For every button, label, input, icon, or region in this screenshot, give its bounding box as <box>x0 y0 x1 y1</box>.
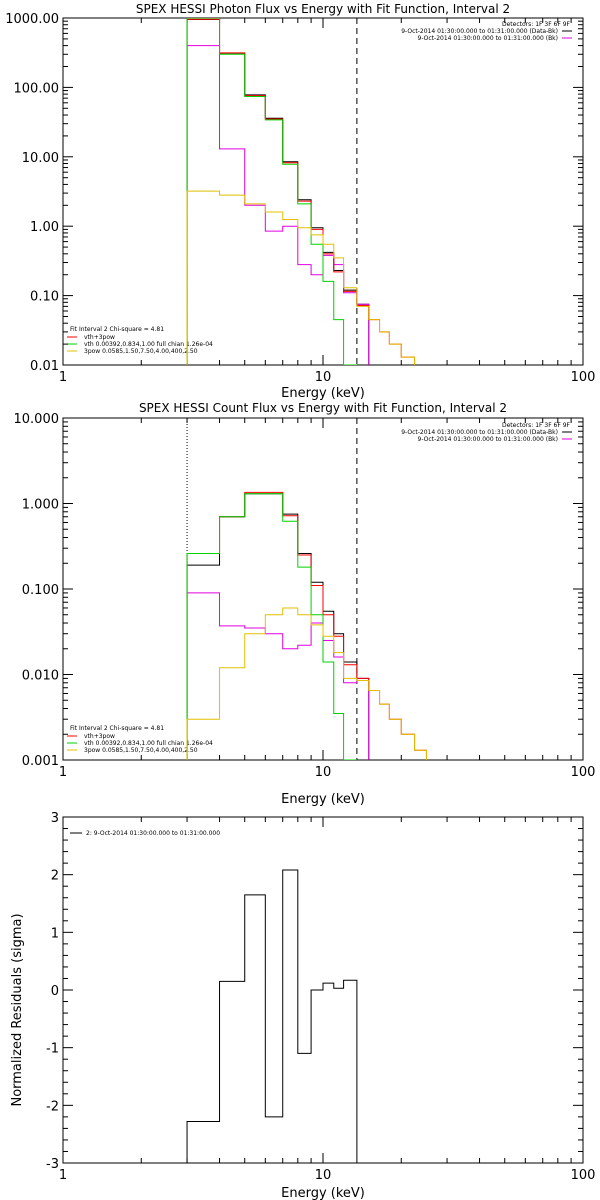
photon-flux-series-1 <box>186 45 370 365</box>
fit-legend-total: vth+3pow <box>84 334 115 341</box>
residuals-y-tick-label: -2 <box>46 1099 59 1114</box>
photon-flux-y-axis: 0.01 0.10 1.00 10.00 100.00 1000.00 <box>5 12 583 374</box>
bk-label: 9-Oct-2014 01:30:00.000 to 01:31:00.000 … <box>418 436 559 443</box>
count-flux-fit-legend: Fit Interval 2 Chi-square = 4.81 vth+3po… <box>67 725 213 754</box>
photon-flux-series-4 <box>186 190 416 365</box>
residuals-xlabel: Energy (keV) <box>281 1186 365 1200</box>
count-flux-x-tick-label: 100 <box>571 765 596 780</box>
photon-flux-plot-frame <box>62 17 584 366</box>
count-flux-y-tick-label: 0.100 <box>22 583 59 598</box>
photon-flux-info: Detectors: 1F 3F 6F 9F 9-Oct-2014 01:30:… <box>401 21 572 42</box>
count-flux-info: Detectors: 1F 3F 6F 9F 9-Oct-2014 01:30:… <box>401 422 572 443</box>
photon-flux-series-3 <box>186 18 357 365</box>
photon-flux-series-group <box>186 18 416 365</box>
count-flux-series-4 <box>186 607 427 760</box>
residuals-y-tick-label: 3 <box>51 811 59 826</box>
residuals-legend-label: 2: 9-Oct-2014 01:30:00.000 to 01:31:00.0… <box>86 830 220 837</box>
residuals-y-tick-label: 0 <box>51 984 59 999</box>
count-flux-y-tick-label: 10.000 <box>14 412 60 427</box>
count-flux-x-tick-label: 1 <box>59 765 67 780</box>
count-flux-y-tick-label: 0.001 <box>22 754 59 769</box>
residuals-legend: 2: 9-Oct-2014 01:30:00.000 to 01:31:00.0… <box>70 830 220 837</box>
fit-legend-total: vth+3pow <box>84 733 115 740</box>
fit-legend-title: Fit Interval 2 Chi-square = 4.81 <box>70 725 164 732</box>
count-flux-series-0 <box>186 493 370 760</box>
residuals-ylabel: Normalized Residuals (sigma) <box>10 913 25 1106</box>
fit-legend-3pow: 3pow 0.0585,1.50,7.50,4.00,400,2.50 <box>84 747 198 754</box>
data-bk-label: 9-Oct-2014 01:30:00.000 to 01:31:00.000 … <box>401 429 558 436</box>
fit-legend-3pow: 3pow 0.0585,1.50,7.50,4.00,400,2.50 <box>84 348 198 355</box>
residuals-x-axis: 1 10 100 <box>59 817 596 1183</box>
count-flux-series-1 <box>186 592 370 760</box>
residuals-y-tick-label: -1 <box>46 1042 59 1057</box>
count-flux-y-tick-label: 0.010 <box>22 669 59 684</box>
bk-label: 9-Oct-2014 01:30:00.000 to 01:31:00.000 … <box>418 35 559 42</box>
count-flux-y-tick-label: 1.000 <box>22 498 59 513</box>
count-flux-x-tick-label: 10 <box>315 765 332 780</box>
residuals-y-axis: -3 -2 -1 0 1 2 3 <box>46 811 583 1172</box>
detectors-label: Detectors: 1F 3F 6F 9F <box>502 422 571 429</box>
residuals-panel: Energy (keV) Normalized Residuals (sigma… <box>10 811 595 1200</box>
count-flux-xlabel: Energy (keV) <box>281 792 365 807</box>
photon-flux-series-2 <box>186 18 416 365</box>
count-flux-title: SPEX HESSI Count Flux vs Energy with Fit… <box>139 401 507 415</box>
residuals-y-tick-label: 2 <box>51 869 59 884</box>
residuals-x-tick-label: 10 <box>315 1168 332 1183</box>
fit-legend-vth: vth 0.00392,0.834,1.00 full chian 1.26e-… <box>84 740 213 747</box>
photon-flux-x-tick-label: 10 <box>315 370 332 385</box>
fit-legend-vth: vth 0.00392,0.834,1.00 full chian 1.26e-… <box>84 341 213 348</box>
detectors-label: Detectors: 1F 3F 6F 9F <box>502 21 571 28</box>
fit-legend-title: Fit Interval 2 Chi-square = 4.81 <box>70 326 164 333</box>
photon-flux-y-tick-label: 0.01 <box>30 359 59 374</box>
residuals-series-group <box>186 869 358 1163</box>
photon-flux-y-tick-label: 1.00 <box>30 220 59 235</box>
photon-flux-panel: SPEX HESSI Photon Flux vs Energy with Fi… <box>5 2 595 401</box>
count-flux-panel: SPEX HESSI Count Flux vs Energy with Fit… <box>14 401 596 807</box>
photon-flux-y-tick-label: 1000.00 <box>5 12 59 27</box>
residuals-y-tick-label: 1 <box>51 926 59 941</box>
photon-flux-x-tick-label: 100 <box>571 370 596 385</box>
photon-flux-y-tick-label: 0.10 <box>30 290 59 305</box>
photon-flux-xlabel: Energy (keV) <box>281 386 365 401</box>
photon-flux-series-0 <box>186 19 370 365</box>
residuals-x-tick-label: 1 <box>59 1168 67 1183</box>
photon-flux-y-tick-label: 10.00 <box>22 151 59 166</box>
data-bk-label: 9-Oct-2014 01:30:00.000 to 01:31:00.000 … <box>401 28 558 35</box>
residuals-y-tick-label: -3 <box>46 1157 59 1172</box>
photon-flux-title: SPEX HESSI Photon Flux vs Energy with Fi… <box>136 2 510 16</box>
count-flux-series-group <box>186 491 427 760</box>
photon-flux-x-tick-label: 1 <box>59 370 67 385</box>
residuals-x-tick-label: 100 <box>571 1168 596 1183</box>
count-flux-series-3 <box>186 493 357 760</box>
photon-flux-y-tick-label: 100.00 <box>14 81 60 96</box>
count-flux-y-axis: 0.001 0.010 0.100 1.000 10.000 <box>14 412 583 769</box>
residuals-series-0 <box>186 869 358 1163</box>
photon-flux-fit-legend: Fit Interval 2 Chi-square = 4.81 vth+3po… <box>67 326 213 355</box>
